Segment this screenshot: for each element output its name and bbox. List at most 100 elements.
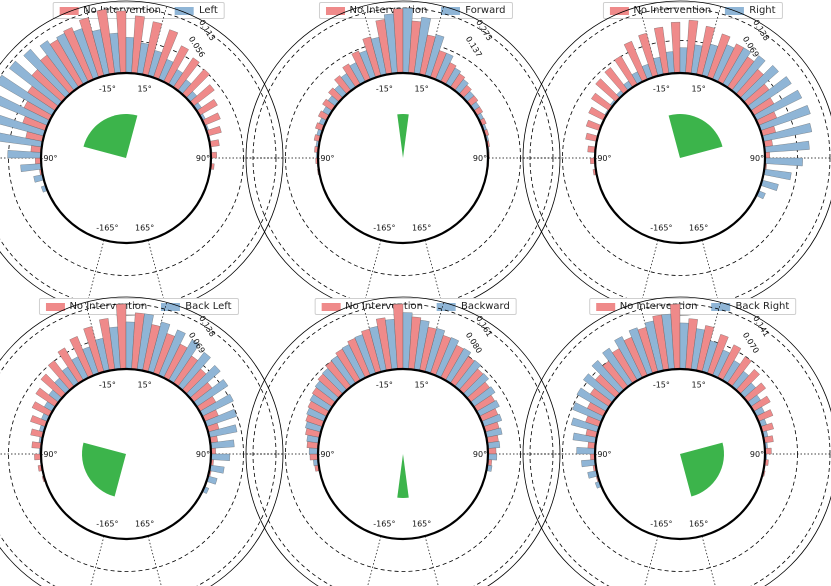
legend-swatch xyxy=(174,6,194,15)
angle-tick-label: -90° xyxy=(317,450,334,459)
legend-label: Forward xyxy=(465,5,506,16)
legend-label: Backward xyxy=(460,301,510,312)
angle-tick-label: 15° xyxy=(415,380,429,389)
polar-panel-back-right: No Intervention Back Right -15° 15° -90° 90… xyxy=(519,296,831,586)
legend-entry-no-intervention: No Intervention xyxy=(595,301,698,312)
radial-value-label: 0.070 xyxy=(741,331,761,355)
angle-tick-label: 90° xyxy=(750,154,764,163)
angle-tick-label: 165° xyxy=(135,224,154,233)
angle-gridline xyxy=(367,536,382,586)
radial-value-label: 0.056 xyxy=(187,35,207,59)
legend-swatch xyxy=(161,302,181,311)
polar-panel-back-left: No Intervention Back Left -15° 15° -90° 90°… xyxy=(0,296,287,586)
legend-swatch xyxy=(436,302,456,311)
angle-tick-label: -15° xyxy=(99,84,116,93)
angle-gridline xyxy=(701,536,716,586)
angle-tick-label: 165° xyxy=(689,520,708,529)
direction-wedge xyxy=(83,114,138,158)
angle-tick-label: -165° xyxy=(96,224,118,233)
angle-tick-label: 90° xyxy=(196,450,210,459)
legend-entry-intervention: Back Left xyxy=(161,301,232,312)
legend: No Intervention Back Left xyxy=(38,298,239,315)
legend-label: No Intervention xyxy=(345,301,423,312)
legend-label: No Intervention xyxy=(619,301,698,312)
bar-intervention xyxy=(487,453,498,461)
legend-swatch xyxy=(59,6,79,15)
angle-tick-label: -15° xyxy=(376,84,393,93)
radial-value-label: 0.137 xyxy=(464,35,484,59)
legend-swatch xyxy=(711,302,731,311)
bar-intervention xyxy=(20,163,42,172)
legend-entry-intervention: Backward xyxy=(436,301,510,312)
legend-label: Right xyxy=(749,5,776,16)
angle-tick-label: -15° xyxy=(376,380,393,389)
direction-wedge xyxy=(668,114,723,158)
angle-tick-label: 165° xyxy=(135,520,154,529)
legend-label: No Intervention xyxy=(69,301,148,312)
angle-tick-label: -90° xyxy=(40,450,57,459)
angle-tick-label: 15° xyxy=(415,84,429,93)
angle-gridline xyxy=(644,536,659,586)
legend-label: No Intervention xyxy=(349,5,428,16)
legend-entry-no-intervention: No Intervention xyxy=(325,5,427,16)
angle-tick-label: 15° xyxy=(138,380,152,389)
radial-value-label: 0.141 xyxy=(751,314,771,338)
legend-swatch xyxy=(325,6,345,15)
angle-tick-label: -90° xyxy=(40,154,57,163)
legend-swatch xyxy=(441,6,461,15)
legend-label: No Intervention xyxy=(83,5,161,16)
angle-tick-label: -90° xyxy=(317,154,334,163)
angle-tick-label: -15° xyxy=(653,380,670,389)
legend: No Intervention Forward xyxy=(318,2,513,19)
bar-intervention xyxy=(760,179,779,191)
legend-swatch xyxy=(45,302,65,311)
bar-no-intervention xyxy=(202,112,221,126)
angle-tick-label: 90° xyxy=(473,154,487,163)
angle-tick-label: -90° xyxy=(594,450,611,459)
radial-value-label: 0.273 xyxy=(474,18,494,42)
legend-label: Back Left xyxy=(185,301,232,312)
angle-tick-label: 90° xyxy=(473,450,487,459)
polar-panel-left: No Intervention Left -15° 15° -90° 90° -165°… xyxy=(0,0,287,316)
radial-value-label: 0.161 xyxy=(474,314,494,338)
angle-tick-label: 90° xyxy=(196,154,210,163)
angle-tick-label: -165° xyxy=(650,520,672,529)
angle-tick-label: -165° xyxy=(96,520,118,529)
angle-tick-label: 15° xyxy=(138,84,152,93)
angle-gridline xyxy=(424,536,439,586)
polar-panel-forward: No Intervention Forward -15° 15° -90° 90° -1… xyxy=(242,0,564,316)
direction-wedge xyxy=(397,454,409,498)
direction-wedge xyxy=(81,442,126,497)
radial-value-label: 0.138 xyxy=(751,18,771,42)
angle-tick-label: 90° xyxy=(750,450,764,459)
angle-tick-label: 165° xyxy=(689,224,708,233)
radial-value-label: 0.138 xyxy=(197,314,217,338)
radial-value-label: 0.113 xyxy=(197,18,217,42)
angle-tick-label: 165° xyxy=(412,520,431,529)
legend-label: Left xyxy=(198,5,218,16)
legend-swatch xyxy=(595,302,615,311)
legend-entry-no-intervention: No Intervention xyxy=(321,301,423,312)
angle-tick-label: -90° xyxy=(594,154,611,163)
angle-gridline xyxy=(147,536,162,586)
legend-entry-no-intervention: No Intervention xyxy=(45,301,147,312)
angle-tick-label: 165° xyxy=(412,224,431,233)
legend-entry-no-intervention: No Intervention xyxy=(609,5,711,16)
legend-label: No Intervention xyxy=(633,5,712,16)
polar-panel-backward: No Intervention Backward -15° 15° -90° 90° -… xyxy=(242,296,564,586)
bar-intervention xyxy=(763,168,792,181)
legend-label: Back Right xyxy=(735,301,790,312)
legend-entry-intervention: Back Right xyxy=(711,301,790,312)
legend-entry-intervention: Forward xyxy=(441,5,506,16)
angle-tick-label: -165° xyxy=(650,224,672,233)
angle-tick-label: -165° xyxy=(373,224,395,233)
angle-tick-label: -15° xyxy=(653,84,670,93)
angle-tick-label: -165° xyxy=(373,520,395,529)
legend-entry-intervention: Left xyxy=(174,5,218,16)
bar-intervention xyxy=(764,157,803,167)
